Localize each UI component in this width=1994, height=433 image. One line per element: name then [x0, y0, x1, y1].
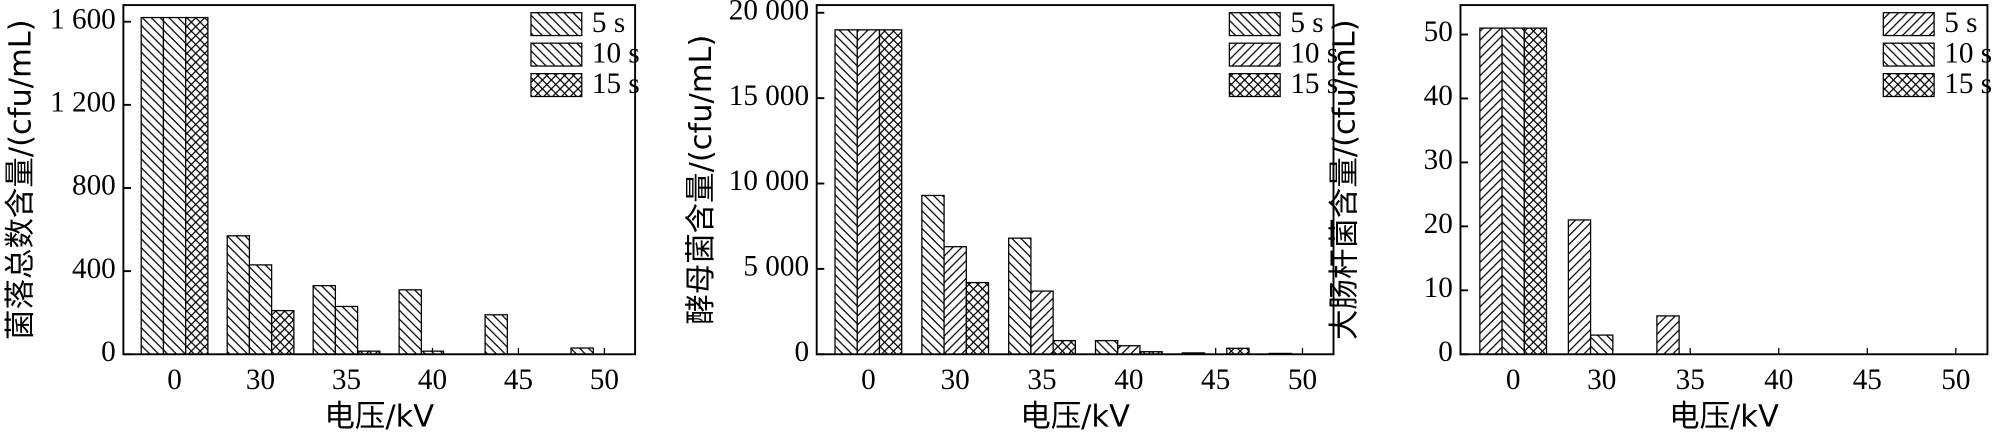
y-tick-label: 0	[794, 336, 809, 368]
bar	[185, 16, 209, 355]
x-axis-label: 电压/kV	[1020, 399, 1130, 433]
legend-label: 10 s	[1290, 38, 1338, 70]
legend-label: 15 s	[1290, 68, 1338, 100]
legend-swatch	[1882, 73, 1935, 98]
y-axis-label: 大肠杆菌含量/(cfu/mL)	[1328, 19, 1363, 340]
y-tick-label: 1 200	[50, 87, 116, 119]
plot-frame	[815, 4, 1335, 356]
bar	[1523, 27, 1548, 355]
bar	[856, 29, 881, 355]
bar	[1479, 27, 1503, 355]
y-axis-label: 菌落总数含量/(cfu/mL)	[3, 19, 38, 340]
x-tick-label: 40	[1114, 364, 1143, 396]
x-tick-label: 30	[246, 364, 275, 396]
legend-label: 5 s	[592, 7, 625, 39]
y-tick-label: 15 000	[729, 80, 809, 112]
bar	[1052, 339, 1076, 355]
x-tick-label: 45	[1853, 364, 1882, 396]
bar	[140, 16, 165, 355]
bar	[226, 235, 251, 355]
y-tick-label: 0	[101, 336, 116, 368]
bar	[1030, 290, 1054, 355]
legend-swatch	[530, 73, 583, 98]
bar	[1094, 339, 1119, 355]
y-tick-label: 20	[1424, 208, 1453, 240]
x-tick-label: 0	[861, 364, 876, 396]
x-tick-label: 50	[1941, 364, 1970, 396]
legend-label: 15 s	[592, 68, 640, 100]
y-tick-label: 30	[1424, 144, 1453, 176]
y-tick-label: 50	[1424, 16, 1453, 48]
bar	[484, 314, 508, 355]
plot-frame	[1459, 4, 1989, 356]
y-tick-label: 1 600	[50, 3, 116, 35]
x-tick-label: 35	[332, 364, 361, 396]
legend-swatch	[1228, 12, 1281, 37]
y-axis-label: 酵母菌含量/(cfu/mL)	[684, 35, 719, 325]
legend-swatch	[1228, 73, 1281, 98]
x-tick-label: 50	[590, 364, 619, 396]
x-tick-label: 35	[1676, 364, 1705, 396]
x-axis-label: 电压/kV	[1669, 399, 1779, 433]
x-tick-label: 0	[1506, 364, 1521, 396]
legend-label: 10 s	[1944, 38, 1992, 70]
x-tick-label: 50	[1288, 364, 1317, 396]
bar	[965, 281, 990, 355]
bar	[943, 246, 967, 355]
bar	[334, 305, 359, 355]
y-tick-label: 400	[72, 253, 116, 285]
legend-swatch	[1228, 42, 1281, 67]
bar	[162, 16, 187, 355]
legend-swatch	[530, 42, 583, 67]
bar	[834, 29, 858, 355]
bar	[1117, 345, 1141, 355]
legend-label: 5 s	[1944, 7, 1977, 39]
x-tick-label: 40	[1764, 364, 1793, 396]
legend-swatch	[530, 12, 583, 37]
x-tick-label: 45	[504, 364, 533, 396]
legend-label: 15 s	[1944, 68, 1992, 100]
x-tick-label: 45	[1201, 364, 1230, 396]
y-tick-label: 5 000	[743, 251, 809, 283]
bar	[878, 29, 903, 355]
plot-frame	[122, 4, 637, 356]
legend-label: 5 s	[1290, 7, 1323, 39]
bar	[1656, 315, 1680, 355]
x-tick-label: 30	[941, 364, 970, 396]
y-tick-label: 40	[1424, 80, 1453, 112]
x-tick-label: 30	[1587, 364, 1616, 396]
y-tick-label: 800	[72, 170, 116, 202]
legend-label: 10 s	[592, 38, 640, 70]
y-tick-label: 0	[1438, 336, 1453, 368]
bar	[248, 264, 273, 355]
legend-swatch	[1882, 12, 1935, 37]
legend-swatch	[1882, 42, 1935, 67]
x-tick-label: 35	[1027, 364, 1056, 396]
bar	[1501, 27, 1525, 355]
y-tick-label: 10	[1424, 272, 1453, 304]
bar	[921, 194, 945, 355]
bar	[1589, 334, 1614, 355]
y-tick-label: 10 000	[729, 165, 809, 197]
bar	[398, 289, 422, 355]
x-tick-label: 40	[418, 364, 447, 396]
x-tick-label: 0	[167, 364, 182, 396]
bar	[1567, 219, 1592, 355]
bar	[1008, 237, 1032, 355]
bar	[270, 309, 295, 355]
bar	[312, 285, 337, 355]
y-tick-label: 20 000	[729, 0, 809, 26]
x-axis-label: 电压/kV	[324, 399, 434, 433]
